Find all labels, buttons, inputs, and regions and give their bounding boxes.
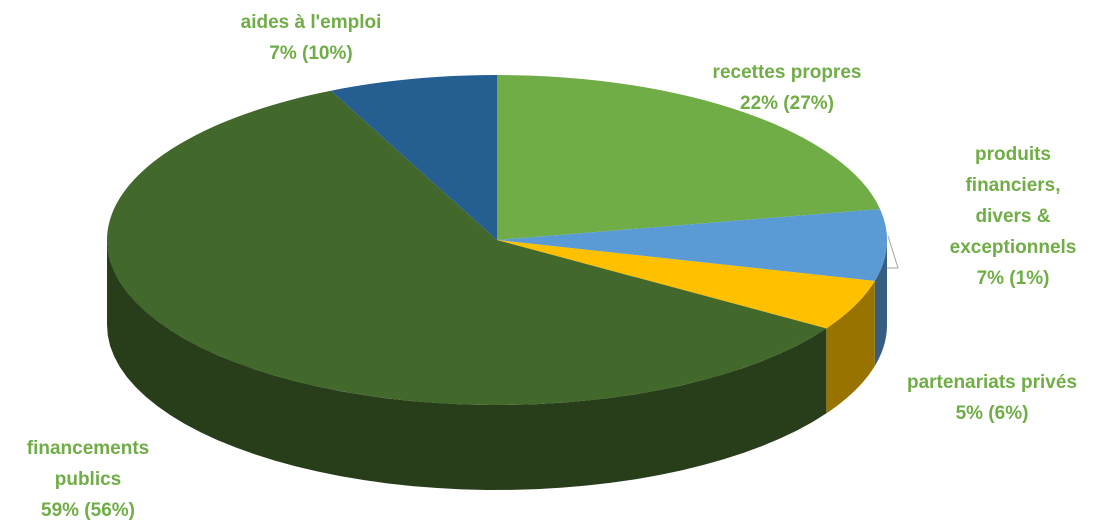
slice-label: partenariats privés	[907, 372, 1077, 393]
pie-slice	[497, 75, 881, 240]
leader-line	[885, 235, 899, 269]
pie-slice	[330, 75, 497, 240]
value-label: 22% (27%)	[740, 93, 834, 114]
pie-slice	[497, 240, 875, 329]
pie-slice	[497, 209, 888, 282]
pie-side	[874, 240, 887, 367]
slice-label: financements	[27, 438, 149, 459]
value-label: 59% (56%)	[41, 500, 135, 521]
slice-label: aides à l'emploi	[241, 12, 382, 33]
pie-side	[107, 240, 827, 490]
value-label: 5% (6%)	[956, 403, 1029, 424]
slice-label: produits	[975, 144, 1051, 165]
slice-label: financiers,	[965, 175, 1060, 196]
pie-side	[826, 281, 875, 414]
slice-label: divers &	[976, 206, 1051, 227]
slice-label: exceptionnels	[950, 237, 1077, 258]
pie-slice	[106, 90, 827, 406]
slice-label: recettes propres	[713, 62, 862, 83]
value-label: 7% (1%)	[977, 268, 1050, 289]
slice-label: publics	[55, 469, 122, 490]
value-label: 7% (10%)	[269, 43, 352, 64]
